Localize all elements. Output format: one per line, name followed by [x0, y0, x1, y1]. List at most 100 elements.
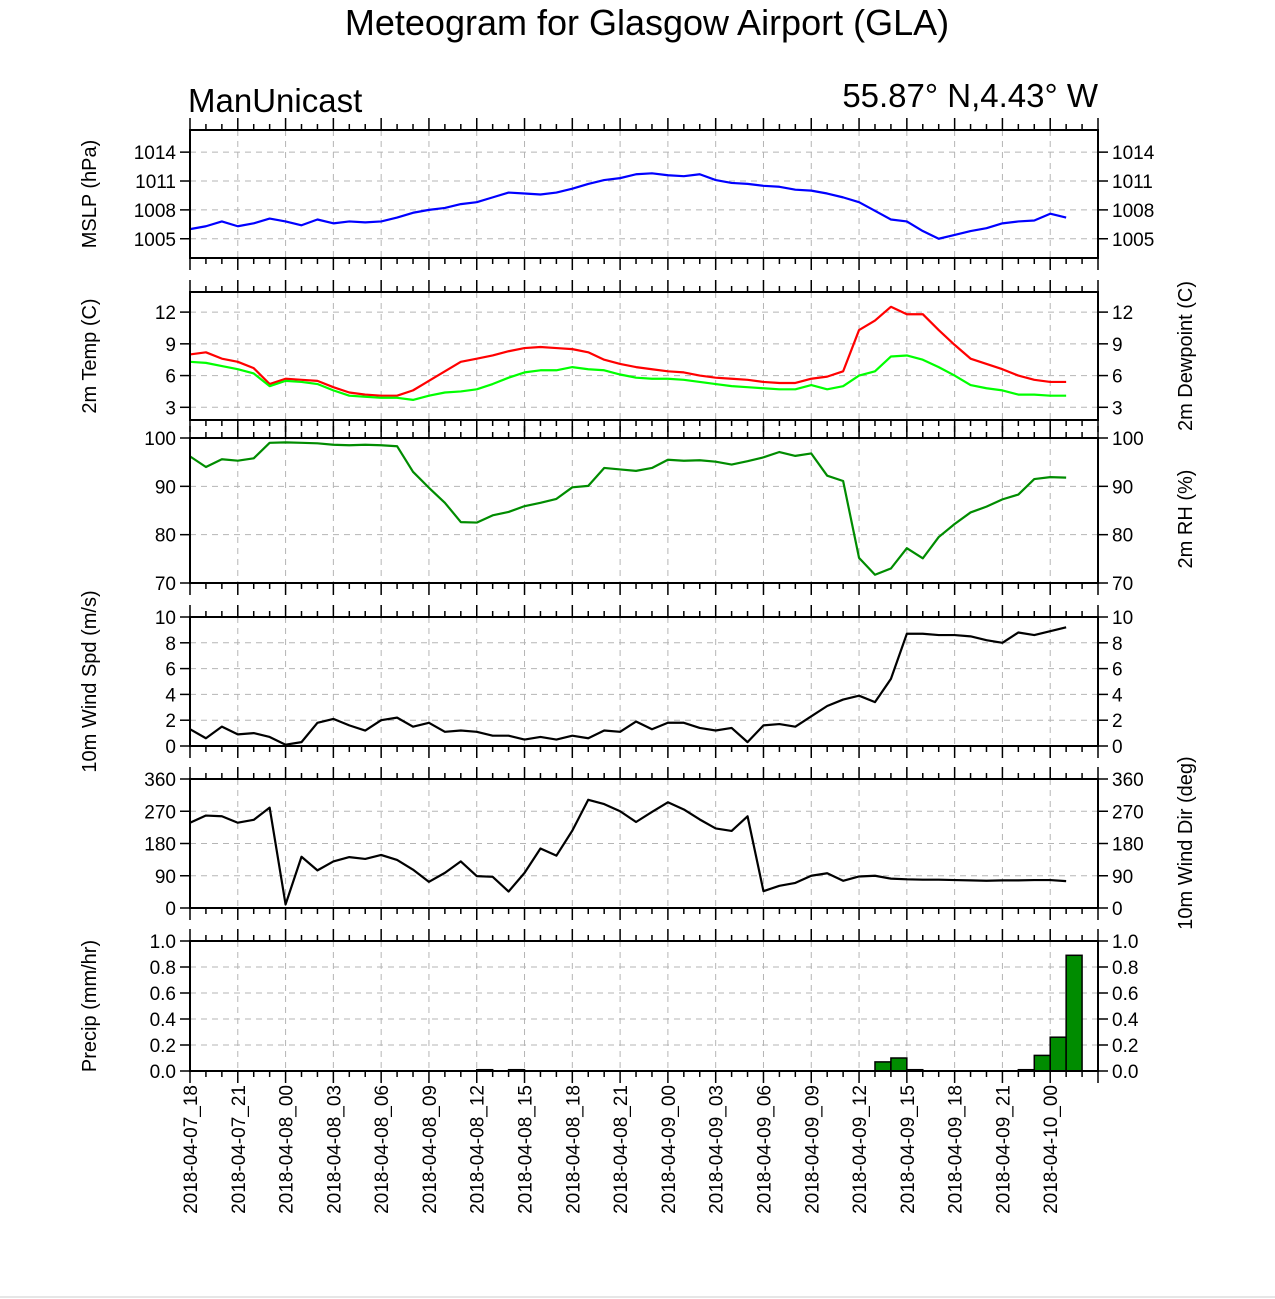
y-axis-label-precipitation: Precip (mm/hr): [79, 940, 101, 1072]
y-tick-label-left: 90: [155, 867, 176, 888]
precip-bar: [874, 1061, 892, 1072]
y-tick-label-right: 10: [1112, 608, 1133, 629]
y-tick-label-left: 80: [155, 526, 176, 547]
y-axis-label-temperature: 2m Temp (C): [79, 298, 101, 413]
y-tick-label-right: 0.2: [1112, 1036, 1138, 1057]
model-label: ManUnicast: [188, 82, 362, 119]
precip-bar: [1033, 1054, 1051, 1072]
y-tick-label-left: 1008: [134, 201, 176, 222]
y-axis-label-right-temperature: 2m Dewpoint (C): [1175, 281, 1197, 431]
y-tick-label-right: 6: [1112, 367, 1123, 388]
y-tick-label-left: 8: [165, 634, 176, 655]
y-tick-label-left: 1014: [134, 143, 177, 164]
y-tick-label-left: 90: [155, 477, 176, 498]
y-tick-label-right: 180: [1112, 835, 1144, 856]
panel-humidity: 70 70 80 80 90 90 100 100: [144, 426, 1144, 595]
x-tick-label: 2018-04-09_21: [993, 1085, 1014, 1214]
y-tick-label-right: 2: [1112, 711, 1123, 732]
panel-frame: [189, 129, 1099, 259]
y-tick-label-right: 4: [1112, 685, 1123, 706]
y-tick-label-right: 3: [1112, 398, 1123, 419]
y-tick-label-left: 1.0: [150, 932, 176, 953]
y-tick-label-left: 9: [165, 335, 176, 356]
x-tick-label: 2018-04-08_03: [324, 1085, 345, 1214]
y-tick-label-right: 9: [1112, 335, 1123, 356]
x-tick-label: 2018-04-09_03: [707, 1085, 728, 1214]
y-tick-label-left: 0: [165, 737, 176, 758]
y-tick-label-left: 3: [165, 398, 176, 419]
precip-bar: [1049, 1036, 1067, 1072]
y-tick-label-right: 12: [1112, 303, 1133, 324]
x-tick-label: 2018-04-08_18: [563, 1085, 584, 1214]
precip-bar: [890, 1057, 908, 1072]
chart-title: Meteogram for Glasgow Airport (GLA): [345, 2, 949, 43]
x-tick-label: 2018-04-09_15: [898, 1085, 919, 1214]
x-tick-label: 2018-04-08_09: [420, 1085, 441, 1214]
panel-mslp: 1005 1005 1008 1008 1011 1011 1014 1014 MSLP (hP…: [79, 118, 1155, 270]
x-tick-label: 2018-04-08_15: [516, 1085, 537, 1214]
precip-bar: [1065, 954, 1083, 1072]
y-tick-label-left: 2: [165, 711, 176, 732]
y-tick-label-right: 90: [1112, 477, 1133, 498]
y-tick-label-right: 70: [1112, 574, 1133, 595]
series-line-mslp: [189, 172, 1067, 240]
y-tick-label-right: 0.8: [1112, 958, 1138, 979]
y-tick-label-left: 180: [144, 835, 176, 856]
y-tick-label-right: 0: [1112, 737, 1123, 758]
x-tick-label: 2018-04-08_12: [468, 1085, 489, 1214]
series-line-wind-direction: [189, 798, 1067, 906]
y-tick-label-left: 10: [155, 608, 176, 629]
y-tick-label-right: 1005: [1112, 230, 1154, 251]
panel-wind-speed: 0 0 2 2 4 4 6 6 8 8 10 10 10m Wind Spd (m/s): [79, 590, 1133, 772]
series-line-wind-speed: [189, 626, 1067, 746]
series-line-temperature: [189, 305, 1067, 397]
y-tick-label-right: 1.0: [1112, 932, 1138, 953]
x-tick-label: 2018-04-07_21: [229, 1085, 250, 1214]
y-tick-label-left: 0.2: [150, 1036, 176, 1057]
panel-frame: [189, 778, 1099, 909]
x-tick-label: 2018-04-09_12: [850, 1085, 871, 1214]
series-line-temperature-1: [189, 354, 1067, 402]
y-tick-label-left: 12: [155, 303, 176, 324]
y-tick-label-right: 6: [1112, 660, 1123, 681]
y-axis-label-mslp: MSLP (hPa): [79, 140, 101, 249]
x-tick-label: 2018-04-10_00: [1041, 1085, 1062, 1214]
y-tick-label-right: 1008: [1112, 201, 1154, 222]
panel-frame: [189, 940, 1099, 1072]
panel-frame: [189, 616, 1099, 747]
x-tick-label: 2018-04-08_06: [372, 1085, 393, 1214]
y-tick-label-left: 6: [165, 367, 176, 388]
y-tick-label-right: 0.0: [1112, 1062, 1138, 1083]
y-tick-label-right: 0.4: [1112, 1010, 1139, 1031]
panel-precipitation: 0.0 0.0 0.2 0.2 0.4 0.4 0.6 0.6 0.8 0.8 1.0 1.0 Prec…: [79, 929, 1139, 1083]
panel-frame: [189, 291, 1099, 421]
y-axis-label-right-humidity: 2m RH (%): [1175, 470, 1197, 569]
y-tick-label-left: 0.0: [150, 1062, 176, 1083]
y-axis-label-wind-speed: 10m Wind Spd (m/s): [79, 590, 101, 772]
y-tick-label-right: 1014: [1112, 143, 1155, 164]
y-tick-label-left: 70: [155, 574, 176, 595]
panel-wind-direction: 0 0 90 90 180 180 270 270 360 360: [144, 767, 1144, 920]
x-tick-label: 2018-04-08_00: [277, 1085, 298, 1214]
x-tick-label: 2018-04-09_00: [659, 1085, 680, 1214]
y-tick-label-right: 270: [1112, 802, 1144, 823]
y-tick-label-right: 8: [1112, 634, 1123, 655]
y-tick-label-right: 0: [1112, 899, 1123, 920]
location-label: 55.87° N,4.43° W: [842, 77, 1099, 114]
panel-temperature: 3 3 6 6 9 9 12 12 2m Temp (C) 2m Dewpoint (C): [79, 280, 1197, 432]
y-tick-label-right: 1011: [1112, 172, 1153, 193]
y-tick-label-right: 100: [1112, 429, 1144, 450]
x-tick-label: 2018-04-07_18: [181, 1085, 202, 1214]
y-tick-label-left: 1005: [134, 230, 176, 251]
y-tick-label-left: 0.8: [150, 958, 176, 979]
panel-frame: [189, 437, 1099, 584]
series-line-humidity: [189, 441, 1067, 576]
y-tick-label-left: 270: [144, 802, 176, 823]
x-tick-label: 2018-04-09_18: [946, 1085, 967, 1214]
y-tick-label-left: 4: [165, 685, 176, 706]
x-tick-label: 2018-04-09_09: [802, 1085, 823, 1214]
y-tick-label-right: 80: [1112, 526, 1133, 547]
y-tick-label-left: 0.4: [150, 1010, 177, 1031]
y-tick-label-right: 0.6: [1112, 984, 1138, 1005]
